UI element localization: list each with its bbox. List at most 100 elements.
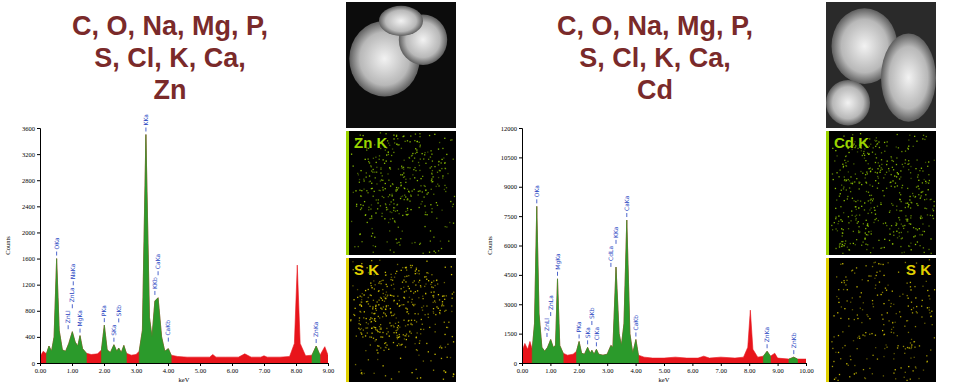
map-pixel [410, 135, 411, 136]
map-pixel [406, 290, 407, 291]
map-pixel [428, 280, 429, 281]
map-pixel [373, 169, 374, 170]
map-pixel [899, 178, 900, 179]
map-pixel [865, 160, 866, 161]
map-pixel [839, 169, 840, 170]
map-pixel [894, 175, 895, 176]
map-pixel [838, 221, 839, 222]
map-pixel [846, 300, 847, 301]
map-pixel [371, 218, 372, 219]
map-pixel [883, 177, 884, 178]
map-pixel [425, 163, 426, 164]
map-pixel [853, 243, 854, 244]
map-pixel [901, 151, 902, 152]
map-pixel [893, 332, 894, 333]
map-pixel [908, 298, 909, 299]
map-pixel [881, 167, 882, 168]
map-pixel [450, 140, 451, 141]
map-pixel [841, 282, 842, 283]
map-pixel [373, 196, 374, 197]
map-pixel [369, 306, 370, 307]
map-pixel [444, 334, 445, 335]
map-pixel [925, 183, 926, 184]
map-pixel [869, 334, 870, 335]
map-pixel [927, 166, 928, 167]
map-pixel [363, 205, 364, 206]
map-pixel [864, 202, 865, 203]
map-pixel [430, 240, 431, 241]
map-pixel [374, 237, 375, 238]
map-pixel [424, 152, 425, 153]
map-pixel [927, 290, 928, 291]
map-pixel [364, 311, 365, 312]
map-pixel [365, 327, 366, 328]
map-pixel [402, 282, 403, 283]
map-pixel [396, 332, 397, 333]
map-pixel [834, 160, 835, 161]
map-pixel [896, 223, 897, 224]
map-pixel [876, 157, 877, 158]
map-pixel [901, 187, 902, 188]
map-pixel [410, 194, 411, 195]
map-pixel [377, 330, 378, 331]
map-pixel [907, 148, 908, 149]
map-pixel [871, 195, 872, 196]
map-pixel [861, 184, 862, 185]
peak-label: MgKa [554, 253, 562, 270]
map-pixel [440, 345, 441, 346]
map-pixel [416, 321, 417, 322]
map-pixel [414, 320, 415, 321]
map-pixel [928, 225, 929, 226]
map-pixel [901, 252, 902, 253]
map-pixel [881, 247, 882, 248]
peak-label: MgKa [76, 310, 84, 327]
map-pixel [864, 335, 865, 336]
map-pixel [909, 347, 910, 348]
map-pixel [416, 269, 417, 270]
map-pixel [422, 324, 423, 325]
map-pixel [419, 340, 420, 341]
map-pixel [861, 292, 862, 293]
map-pixel [860, 308, 861, 309]
map-pixel [883, 223, 884, 224]
map-pixel [910, 215, 911, 216]
map-pixel [896, 146, 897, 147]
map-pixel [398, 325, 399, 326]
map-pixel [434, 166, 435, 167]
map-pixel [426, 279, 427, 280]
map-pixel [433, 295, 434, 296]
map-pixel [376, 172, 377, 173]
map-pixel [929, 180, 930, 181]
map-pixel [419, 207, 420, 208]
map-pixel [866, 182, 867, 183]
map-pixel [441, 210, 442, 211]
map-pixel [884, 142, 885, 143]
tick: 3000 [504, 301, 522, 308]
map-pixel [869, 195, 870, 196]
map-pixel [922, 191, 923, 192]
map-pixel [920, 197, 921, 198]
tick: 1600 [22, 255, 40, 262]
map-pixel [382, 336, 383, 337]
map-pixel [411, 155, 412, 156]
map-pixel [903, 228, 904, 229]
map-pixel [853, 231, 854, 232]
map-pixel [408, 320, 409, 321]
map-pixel [366, 176, 367, 177]
map-pixel [892, 180, 893, 181]
map-pixel [357, 289, 358, 290]
peak-marker [158, 271, 159, 275]
map-pixel [881, 314, 882, 315]
map-pixel [380, 169, 381, 170]
map-pixel [433, 194, 434, 195]
map-pixel [870, 208, 871, 209]
map-pixel [864, 377, 865, 378]
peak-label: CaKa [154, 254, 161, 270]
map-pixel [429, 327, 430, 328]
map-pixel [905, 203, 906, 204]
map-pixel [392, 148, 393, 149]
map-pixel [373, 280, 374, 281]
map-pixel [384, 218, 385, 219]
map-pixel [420, 203, 421, 204]
map-pixel [846, 155, 847, 156]
